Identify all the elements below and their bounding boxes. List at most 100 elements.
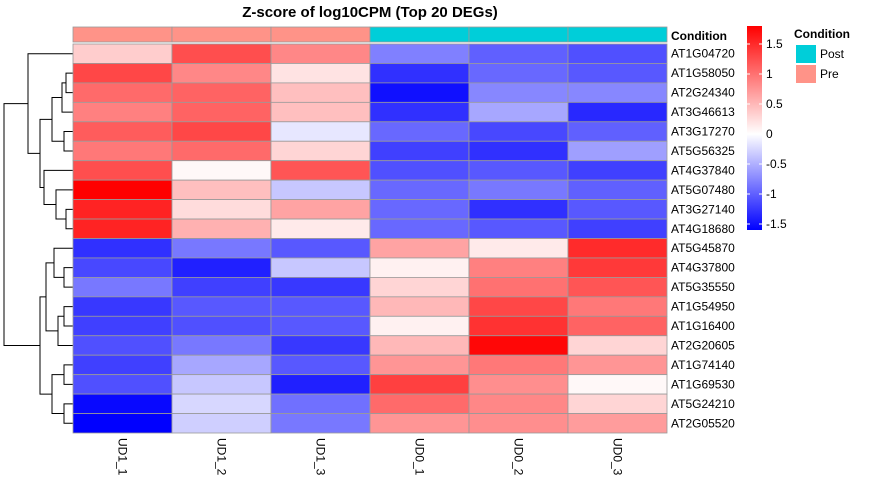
heatmap-cell	[72, 257, 173, 278]
heatmap-cell	[171, 179, 272, 200]
heatmap-cell	[270, 43, 371, 64]
heatmap-cell	[270, 238, 371, 259]
heatmap-cell	[369, 315, 470, 337]
heatmap-cell	[270, 296, 371, 317]
dendrogram-branch	[63, 306, 73, 327]
heatmap-cell	[468, 43, 569, 64]
row-label: AT1G54950	[671, 300, 735, 314]
heatmap-cell	[72, 63, 173, 84]
row-label: AT3G17270	[671, 125, 735, 139]
scale-tick-label: 0	[766, 127, 773, 141]
scale-tick-label: 0.5	[766, 97, 783, 111]
row-labels: AT1G04720 AT1G58050 AT2G24340 AT3G46613 AT3G…	[671, 47, 735, 431]
condition-legend: Condition Post Pre	[794, 27, 850, 83]
row-label: AT2G24340	[671, 86, 735, 100]
heatmap-cell	[270, 140, 371, 162]
heatmap-cell	[72, 296, 173, 317]
heatmap-cell	[270, 393, 371, 414]
dendrogram-branch	[3, 103, 40, 346]
color-scale-bar	[747, 26, 762, 230]
heatmap-cell	[369, 276, 470, 298]
column-labels: UD1_1 UD1_2 UD1_3 UD0_1 UD0_2 UD0_3	[116, 438, 625, 476]
dendrogram-branch	[63, 267, 73, 288]
heatmap-cell	[369, 374, 470, 395]
heatmap-cell	[567, 218, 668, 239]
heatmap-cell	[567, 374, 668, 395]
dendrogram-branch	[61, 82, 73, 113]
heatmap-cell	[72, 140, 173, 162]
heatmap-cell	[369, 218, 470, 239]
dendrogram-branch	[39, 118, 52, 188]
heatmap-cell	[171, 101, 272, 123]
heatmap-cell	[567, 354, 668, 376]
heatmap-cell	[270, 218, 371, 239]
heatmap-cell	[270, 335, 371, 356]
heatmap-cell	[171, 413, 272, 434]
scale-tick-label: -1	[766, 187, 777, 201]
heatmap-cell	[72, 160, 173, 181]
heatmap-cell	[171, 82, 272, 103]
heatmap-cell	[171, 160, 272, 181]
row-label: AT2G20605	[671, 338, 735, 352]
heatmap-cell	[72, 43, 173, 64]
heatmap-cell	[468, 354, 569, 376]
heatmap-cell	[270, 179, 371, 200]
annotation-cell	[270, 26, 371, 43]
row-label: AT5G35550	[671, 280, 735, 294]
heatmap-cell	[171, 43, 272, 64]
row-label: AT1G58050	[671, 66, 735, 80]
heatmap-cell	[171, 315, 272, 337]
chart-title: Z-score of log10CPM (Top 20 DEGs)	[242, 4, 498, 21]
heatmap-cell	[72, 315, 173, 337]
heatmap-cell	[369, 393, 470, 414]
row-label: AT2G05520	[671, 416, 735, 430]
heatmap-cell	[270, 276, 371, 298]
heatmap-cell	[270, 374, 371, 395]
annotation-cell	[369, 26, 470, 43]
heatmap-cell	[369, 335, 470, 356]
heatmap-cell	[369, 140, 470, 162]
heatmap-cell	[171, 140, 272, 162]
heatmap-cell	[270, 199, 371, 220]
heatmap-cell	[171, 63, 272, 84]
row-label: AT1G74140	[671, 358, 735, 372]
heatmap-cell	[72, 238, 173, 259]
color-scale-ticks: -1.5 -1 -0.5 0 0.5 1 1.5	[747, 37, 787, 231]
heatmap-cell	[468, 413, 569, 434]
scale-tick-label: 1.5	[766, 37, 783, 51]
heatmap-cell	[468, 296, 569, 317]
heatmap-cell	[468, 335, 569, 356]
heatmap-cell	[567, 140, 668, 162]
heatmap-cell	[567, 101, 668, 123]
dendrogram-branch	[65, 72, 73, 94]
column-label: UD1_2	[215, 438, 229, 476]
row-label: AT5G56325	[671, 144, 735, 158]
heatmap-cell	[468, 315, 569, 337]
annotation-cell	[567, 26, 668, 43]
heatmap-cell	[369, 199, 470, 220]
heatmap-cell	[171, 218, 272, 239]
heatmap-cell	[270, 101, 371, 123]
legend-label: Pre	[820, 67, 839, 81]
heatmap-cell	[72, 354, 173, 376]
heatmap-cell	[567, 393, 668, 414]
heatmap-cell	[468, 238, 569, 259]
row-label: AT3G27140	[671, 202, 735, 216]
heatmap-cell	[567, 160, 668, 181]
heatmap-cell	[468, 179, 569, 200]
heatmap-cell	[468, 218, 569, 239]
legend-swatch	[796, 65, 816, 83]
heatmap-cell	[369, 63, 470, 84]
heatmap-cell	[369, 413, 470, 434]
heatmap-cell	[567, 335, 668, 356]
row-label: AT1G69530	[671, 377, 735, 391]
row-dendrogram	[3, 53, 73, 424]
heatmap-cell	[171, 199, 272, 220]
heatmap-cell	[468, 160, 569, 181]
row-label: AT5G07480	[671, 183, 735, 197]
heatmap-cell	[171, 238, 272, 259]
heatmap-cell	[567, 82, 668, 103]
color-scale-legend: -1.5 -1 -0.5 0 0.5 1 1.5	[747, 26, 787, 231]
heatmap-cell	[369, 121, 470, 142]
